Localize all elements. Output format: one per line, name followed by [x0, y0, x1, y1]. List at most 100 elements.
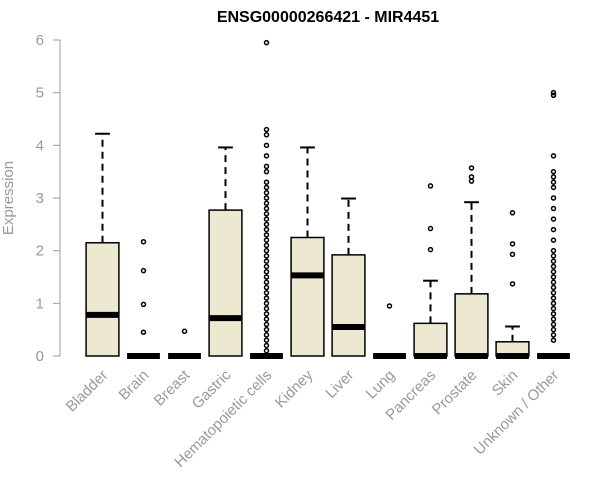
box-group	[85, 132, 120, 357]
outlier-point	[263, 305, 270, 312]
outlier-point	[140, 329, 147, 336]
outlier-point	[550, 237, 557, 243]
outlier-point	[263, 337, 270, 343]
box-body	[290, 236, 325, 357]
box-group	[454, 165, 489, 359]
outlier-point	[468, 165, 475, 171]
outlier-point	[263, 268, 270, 275]
outlier-point	[263, 247, 270, 254]
outlier-point	[263, 163, 270, 170]
outlier-point	[263, 221, 270, 228]
box-body	[208, 209, 243, 357]
outlier-point	[263, 126, 270, 133]
outlier-point	[468, 174, 475, 180]
outlier-point	[263, 347, 270, 354]
y-axis: 0 1 2 3 4 5 6	[36, 32, 61, 365]
outlier-point	[550, 274, 557, 280]
outlier-point	[263, 195, 270, 201]
outlier-point	[509, 241, 516, 247]
outlier-point	[550, 316, 557, 322]
outlier-point	[263, 326, 270, 333]
outlier-point	[263, 189, 270, 196]
outlier-point	[263, 274, 270, 280]
outlier-point	[263, 342, 270, 349]
outlier-point	[263, 179, 270, 185]
outlier-point	[550, 216, 557, 222]
outlier-point	[263, 332, 270, 338]
outlier-point	[550, 205, 557, 212]
outlier-point	[550, 311, 557, 317]
outlier-point	[550, 253, 557, 259]
outlier-point	[263, 253, 270, 259]
x-category-label: Brain	[116, 367, 153, 404]
outlier-point	[427, 246, 434, 253]
y-tick-label: 1	[36, 295, 44, 312]
outlier-point	[263, 184, 270, 191]
x-category-label: Lung	[363, 367, 399, 403]
outlier-point	[263, 39, 270, 46]
box-body	[413, 322, 448, 357]
outlier-point	[140, 238, 147, 245]
outlier-point	[550, 258, 557, 264]
outlier-point	[263, 211, 270, 217]
y-tick-label: 3	[36, 190, 44, 207]
outlier-point	[263, 290, 270, 296]
outlier-point	[263, 142, 270, 149]
box-group	[168, 328, 201, 359]
y-tick-label: 0	[36, 348, 44, 365]
outlier-point	[263, 263, 270, 270]
outlier-point	[509, 281, 516, 287]
x-category-label: Kidney	[272, 366, 317, 411]
x-category-label: Liver	[322, 367, 357, 402]
outlier-point	[550, 89, 557, 96]
outlier-point	[140, 267, 147, 274]
outlier-point	[550, 226, 557, 233]
outlier-point	[140, 301, 147, 308]
outlier-point	[550, 179, 557, 185]
box-group	[208, 146, 243, 357]
outlier-point	[550, 295, 557, 301]
outlier-point	[550, 92, 557, 99]
outlier-point	[550, 279, 557, 286]
outlier-point	[550, 195, 557, 201]
outlier-point	[263, 168, 270, 175]
box-group	[250, 39, 283, 359]
outlier-point	[386, 303, 393, 309]
outlier-point	[550, 153, 557, 159]
outlier-point	[263, 232, 270, 238]
outlier-point	[550, 284, 557, 291]
box-group	[290, 146, 325, 357]
y-tick-label: 2	[36, 243, 44, 260]
box-group	[495, 209, 530, 359]
chart-title: ENSG00000266421 - MIR4451	[217, 9, 439, 26]
outlier-point	[263, 132, 270, 138]
box-group	[127, 238, 160, 359]
outlier-point	[468, 178, 475, 184]
outlier-point	[550, 290, 557, 296]
x-category-label: Breast	[151, 366, 194, 409]
box-layer	[85, 39, 570, 359]
outlier-point	[263, 200, 270, 207]
box-group	[413, 183, 448, 359]
outlier-point	[550, 168, 557, 175]
outlier-point	[263, 205, 270, 212]
outlier-point	[550, 321, 557, 328]
outlier-point	[550, 268, 557, 275]
outlier-point	[550, 247, 557, 254]
outlier-point	[263, 242, 270, 249]
x-category-label: Skin	[489, 367, 522, 400]
outlier-point	[263, 279, 270, 286]
box-body	[454, 293, 489, 357]
outlier-point	[550, 337, 557, 343]
outlier-point	[263, 300, 270, 307]
outlier-point	[550, 305, 557, 312]
outlier-point	[550, 184, 557, 191]
outlier-point	[263, 153, 270, 159]
outlier-point	[550, 300, 557, 307]
outlier-point	[263, 258, 270, 264]
outlier-point	[263, 216, 270, 222]
x-category-label: Bladder	[63, 367, 112, 416]
outlier-point	[509, 209, 516, 216]
outlier-point	[550, 332, 557, 338]
